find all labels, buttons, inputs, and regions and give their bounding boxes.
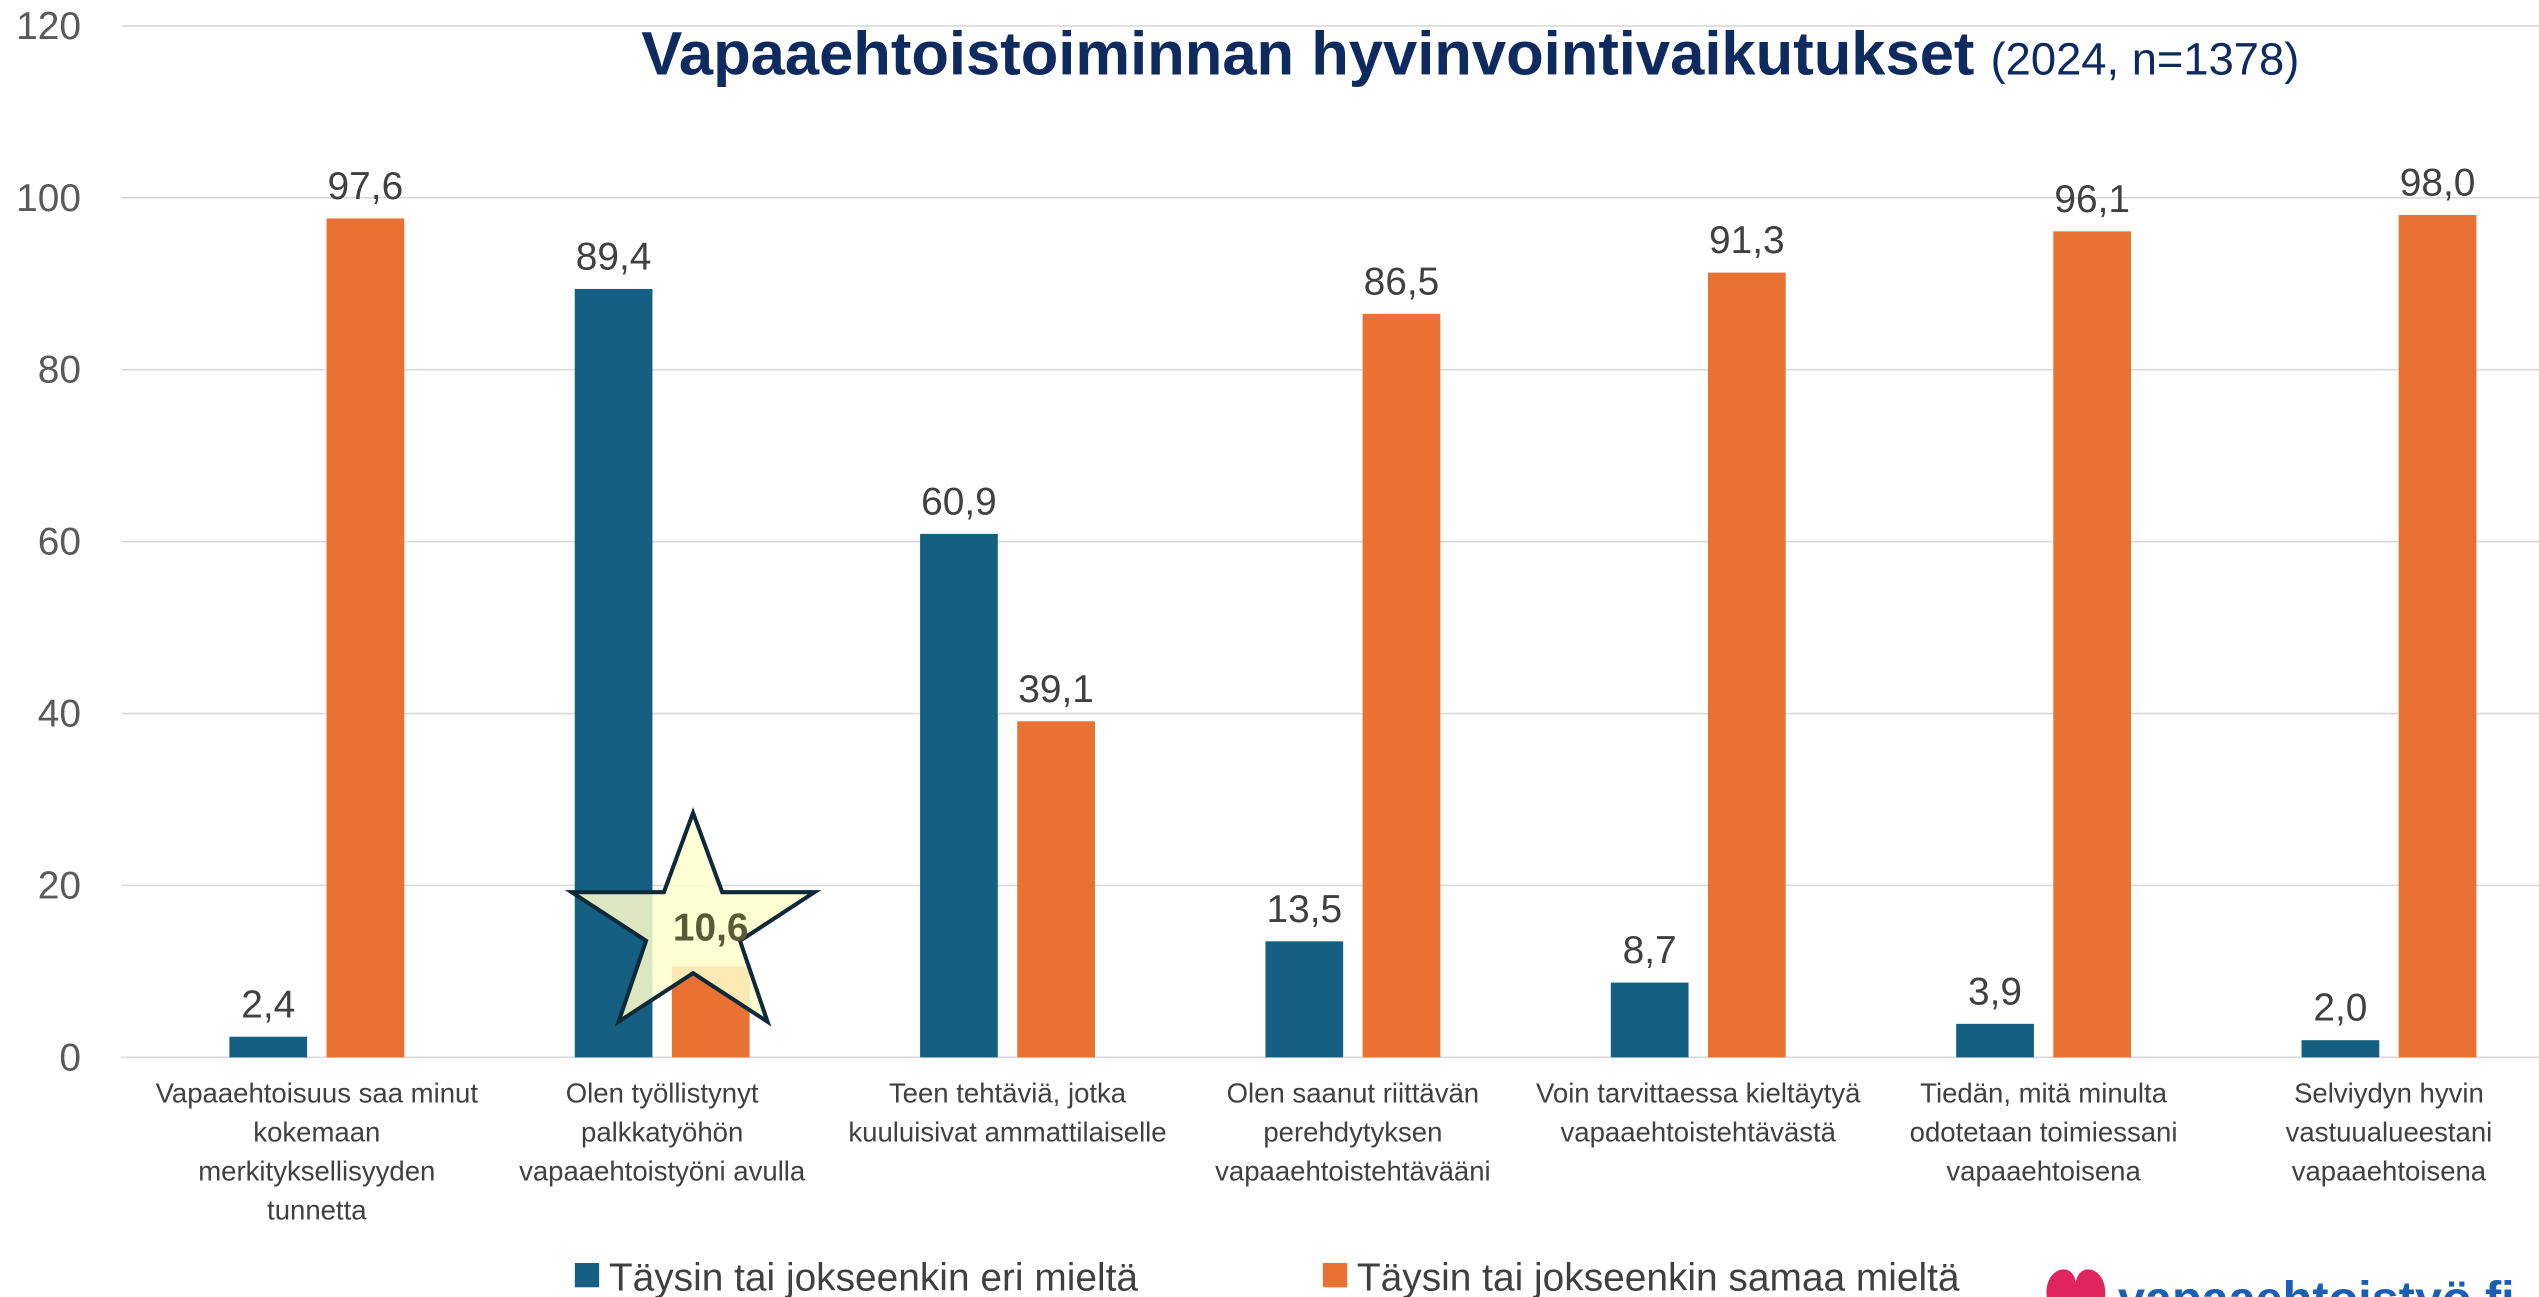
x-tick-label: Selviydyn hyvin vastuualueestani vapaaeh… <box>2285 1078 2493 1187</box>
bar <box>2301 1040 2380 1058</box>
y-tick-label: 120 <box>16 5 81 48</box>
data-label: 10,6 <box>673 906 749 949</box>
x-tick-label-box: Voin tarvittaessa kieltäytyä vapaaehtois… <box>1536 1078 1861 1149</box>
star-highlight <box>564 806 822 1027</box>
bar <box>1956 1023 2034 1058</box>
data-label: 91,3 <box>1709 219 1785 262</box>
x-tick-label-box: Olen työllistynyt palkkatyöhön vapaaehto… <box>519 1078 806 1187</box>
data-label: 39,1 <box>1018 668 1094 711</box>
bar <box>2398 215 2477 1058</box>
logo: vapaaehtoistyö.fi <box>2118 1272 2515 1297</box>
data-label: 3,9 <box>1968 970 2022 1013</box>
legend-label: Täysin tai jokseenkin eri mieltä <box>609 1257 1139 1297</box>
bar <box>920 533 998 1058</box>
data-label: 8,7 <box>1623 929 1677 972</box>
x-tick-label: Voin tarvittaessa kieltäytyä vapaaehtois… <box>1536 1078 1861 1149</box>
x-tick-label-box: Olen saanut riittävän perehdytyksen vapa… <box>1215 1078 1491 1187</box>
legend-swatch <box>574 1262 600 1288</box>
y-tick-label: 0 <box>59 1036 81 1079</box>
bar <box>1017 721 1095 1058</box>
y-tick-label: 40 <box>38 692 81 735</box>
x-tick-label: Olen työllistynyt palkkatyöhön vapaaehto… <box>519 1078 806 1187</box>
bar <box>1362 313 1441 1058</box>
x-tick-label-box: Teen tehtäviä, jotka kuuluisivat ammatti… <box>848 1078 1167 1149</box>
x-tick-label-box: Vapaaehtoisuus saa minut kokemaan merkit… <box>155 1078 479 1226</box>
y-tick-label: 100 <box>16 177 81 220</box>
x-tick-label: Tiedän, mitä minulta odotetaan toimiessa… <box>1909 1078 2178 1187</box>
bar <box>326 218 405 1058</box>
x-tick-label: Olen saanut riittävän perehdytyksen vapa… <box>1215 1078 1491 1187</box>
data-label: 2,0 <box>2313 987 2367 1030</box>
x-tick-label-box: Selviydyn hyvin vastuualueestani vapaaeh… <box>2285 1078 2493 1187</box>
x-tick-label: Vapaaehtoisuus saa minut kokemaan merkit… <box>155 1078 479 1226</box>
data-label: 97,6 <box>328 165 404 208</box>
chart-title: Vapaaehtoistoiminnan hyvinvointivaikutuk… <box>641 19 1974 88</box>
chart-title-wrap: Vapaaehtoistoiminnan hyvinvointivaikutuk… <box>641 19 2299 88</box>
data-label: 86,5 <box>1364 260 1440 303</box>
x-tick-label: Teen tehtäviä, jotka kuuluisivat ammatti… <box>848 1078 1167 1149</box>
data-label: 89,4 <box>576 235 652 278</box>
legend-label: Täysin tai jokseenkin samaa mieltä <box>1357 1257 1960 1297</box>
x-tick-label-box: Tiedän, mitä minulta odotetaan toimiessa… <box>1909 1078 2178 1187</box>
chart-subtitle: (2024, n=1378) <box>1991 33 2300 84</box>
y-tick-label: 80 <box>38 349 81 392</box>
data-label: 13,5 <box>1266 888 1342 931</box>
y-tick-label: 60 <box>38 521 81 564</box>
bar <box>1265 941 1344 1058</box>
data-label: 2,4 <box>241 983 295 1026</box>
bar <box>1610 982 1689 1058</box>
data-label: 96,1 <box>2054 178 2130 221</box>
bar <box>1707 272 1786 1058</box>
bar <box>574 288 653 1058</box>
legend-swatch <box>1322 1262 1348 1288</box>
bar <box>2053 231 2132 1058</box>
data-label: 60,9 <box>921 480 997 523</box>
y-tick-label: 20 <box>38 864 81 907</box>
logo-heart <box>2046 1269 2106 1297</box>
data-label: 98,0 <box>2400 162 2476 205</box>
bar <box>229 1036 308 1058</box>
